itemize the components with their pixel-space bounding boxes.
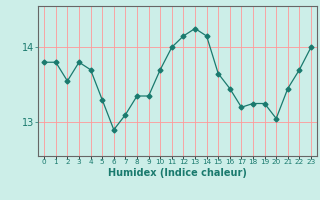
X-axis label: Humidex (Indice chaleur): Humidex (Indice chaleur): [108, 168, 247, 178]
